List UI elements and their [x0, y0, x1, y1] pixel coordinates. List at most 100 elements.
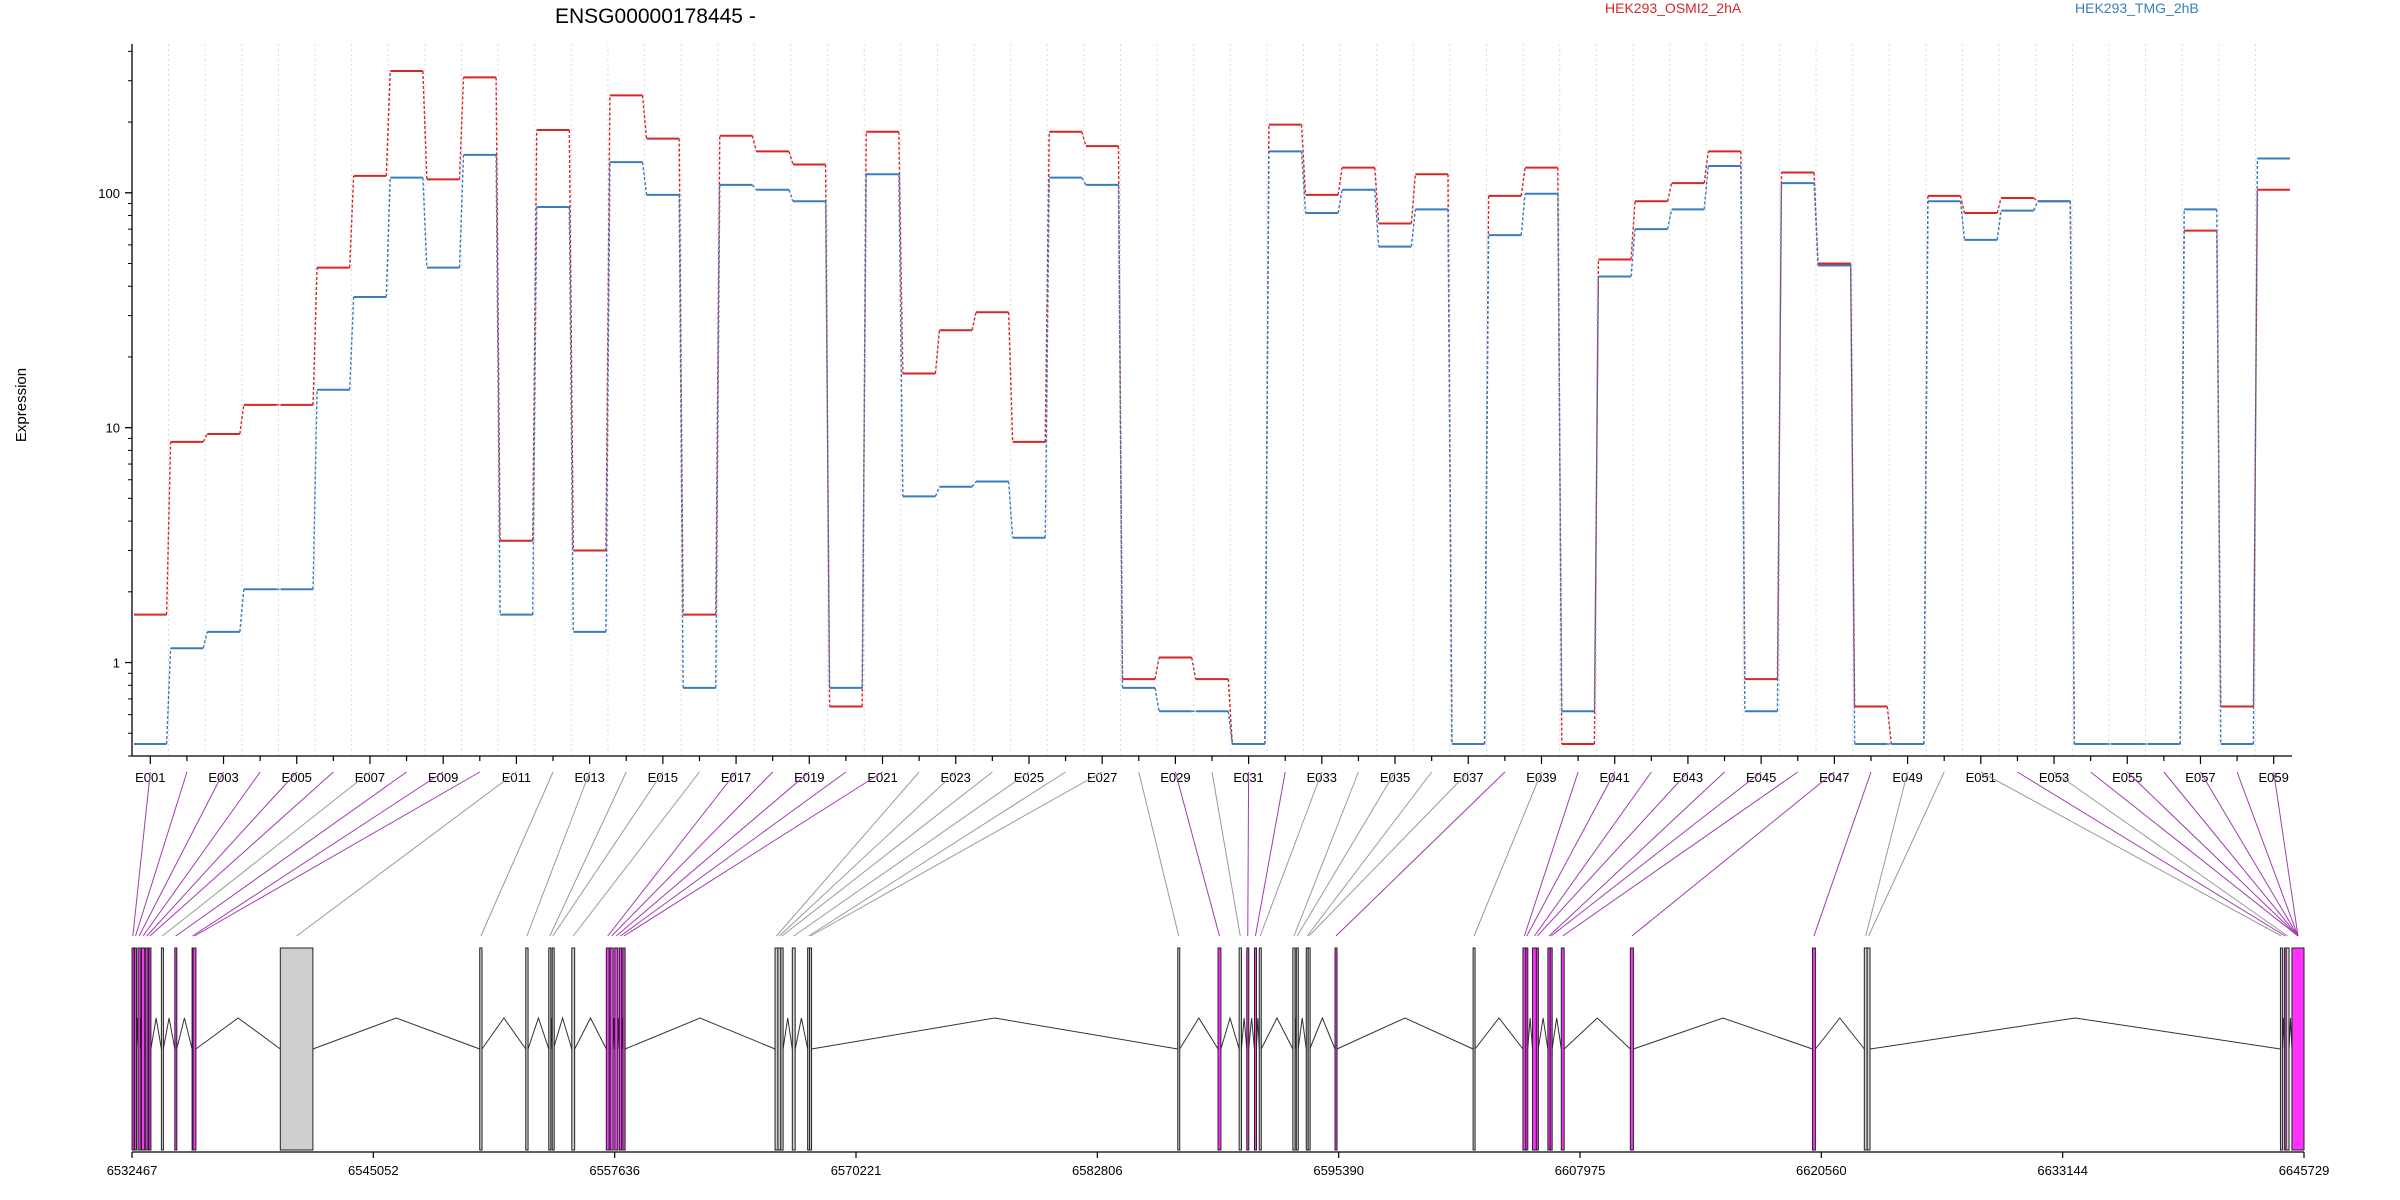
series-2-connector	[2216, 209, 2222, 744]
intron-line	[1220, 1016, 1240, 1050]
y-tick-label: 100	[98, 186, 120, 201]
intron-line	[811, 1017, 1178, 1050]
series-2-connector	[165, 648, 172, 745]
series-2-connector	[239, 589, 245, 632]
exon-box	[609, 947, 614, 1151]
legend-series-1-label: HEK293_OSMI2_2hA	[1605, 0, 1742, 16]
intron-line	[1297, 1017, 1307, 1050]
exon-box	[1307, 947, 1311, 1151]
legend-series-2-label: HEK293_TMG_2hB	[2075, 0, 2199, 16]
exon-connector-E005	[146, 771, 298, 937]
series-1-connector	[1191, 657, 1197, 680]
y-tick-label: 10	[106, 421, 120, 436]
intron-line	[574, 1016, 607, 1050]
series-2-connector	[348, 296, 355, 390]
series-1-connector	[1337, 167, 1343, 195]
gene-model	[131, 947, 2305, 1151]
exon-box	[1238, 947, 1242, 1151]
exon-box	[174, 947, 178, 1151]
exon-box	[1866, 947, 1871, 1151]
series-lines	[134, 69, 2290, 745]
exon-connector-E012	[480, 771, 554, 937]
exon-connector-E022	[776, 771, 920, 937]
x-tick-label-E003: E003	[208, 770, 238, 785]
series-2-connector	[1300, 151, 1307, 214]
series-2-connector	[898, 174, 904, 497]
series-2-connector	[1593, 276, 1600, 712]
exon-box	[137, 947, 141, 1151]
exon-connector-E043	[1536, 771, 1689, 937]
series-1-connector	[1227, 679, 1234, 745]
intron-line	[1474, 1017, 1524, 1050]
series-1-connector	[1374, 167, 1380, 224]
genomic-tick-label: 6570221	[831, 1163, 882, 1178]
intron-line	[624, 1017, 776, 1050]
series-2-connector	[422, 177, 428, 268]
series-1-connector	[458, 77, 465, 180]
intron-line	[1309, 1016, 1336, 1050]
exon-connector-E056	[2163, 771, 2299, 937]
exon-connector-E035	[1296, 771, 1396, 937]
exon-connector-E048	[1813, 771, 1872, 937]
series-1-connector	[1154, 657, 1160, 680]
series-1-connector	[1996, 197, 2002, 214]
series-2-connector	[1959, 201, 1966, 240]
series-1-connector	[2252, 189, 2259, 707]
x-tick-label-E013: E013	[574, 770, 604, 785]
exon-box	[780, 947, 784, 1151]
exon-box	[1560, 947, 1565, 1151]
genomic-tick-label: 6645729	[2279, 1163, 2330, 1178]
intron-line	[794, 1017, 809, 1050]
intron-line	[1633, 1017, 1813, 1050]
chart-title: ENSG00000178445 -	[555, 5, 756, 28]
intron-line	[1260, 1016, 1294, 1050]
genomic-axis: 6532467 6545052 6557636 6570221 6582806 65953…	[107, 1151, 2330, 1178]
series-1-connector	[1959, 195, 1966, 214]
series-1-connector	[641, 95, 648, 139]
exon-connector-E049	[1865, 771, 1909, 937]
exon-connector-E011	[296, 771, 517, 937]
exon-connector-E042	[1534, 771, 1652, 937]
x-tick-label-E029: E029	[1160, 770, 1190, 785]
exon-box	[192, 947, 197, 1151]
exon-box	[1535, 947, 1539, 1151]
exon-box	[2291, 947, 2305, 1151]
exon-box	[2279, 947, 2283, 1151]
x-tick-label-E045: E045	[1746, 770, 1776, 785]
series-2-connector	[1264, 151, 1270, 744]
exon-box	[1258, 947, 1262, 1151]
intron-line	[782, 1017, 793, 1050]
exon-connector-E055	[2126, 771, 2299, 937]
series-2-connector	[1557, 193, 1563, 712]
series-1-connector	[1886, 706, 1892, 745]
series-2-connector	[1666, 209, 1673, 230]
genomic-tick-label: 6595390	[1313, 1163, 1364, 1178]
x-tick-label-E021: E021	[867, 770, 897, 785]
exon-connector-E037	[1308, 771, 1469, 937]
x-tick-label-E047: E047	[1819, 770, 1849, 785]
intron-line	[1537, 1017, 1549, 1050]
series-2-connector	[1227, 711, 1233, 745]
genomic-tick-label: 6582806	[1072, 1163, 1123, 1178]
exon-box	[551, 947, 555, 1151]
series-2-connector	[824, 201, 831, 688]
exon-connector-E051	[1980, 771, 2282, 937]
intron-line	[1248, 1017, 1255, 1050]
exon-connector-E050	[1868, 771, 1945, 937]
exon-connector-E054	[2090, 771, 2299, 937]
exon-box	[1246, 947, 1250, 1151]
genomic-tick-label: 6620560	[1796, 1163, 1847, 1178]
exon-box	[134, 947, 138, 1151]
genomic-tick-label: 6557636	[589, 1163, 640, 1178]
exon-connector-E039	[1473, 771, 1542, 937]
series-2-connector	[1154, 687, 1160, 712]
intron-line	[150, 1017, 162, 1050]
exon-box	[1525, 947, 1529, 1151]
exon-connector-E013	[526, 771, 591, 937]
exon-box	[131, 947, 135, 1151]
series-2-connector	[934, 486, 941, 497]
x-tick-label-E023: E023	[941, 770, 971, 785]
exon-connector-E044	[1548, 771, 1725, 937]
axes: 1 10 100 E001 E003 E005 E007 E009 E011 E013 E015 E0…	[98, 44, 2292, 785]
exon-box	[1334, 947, 1338, 1151]
